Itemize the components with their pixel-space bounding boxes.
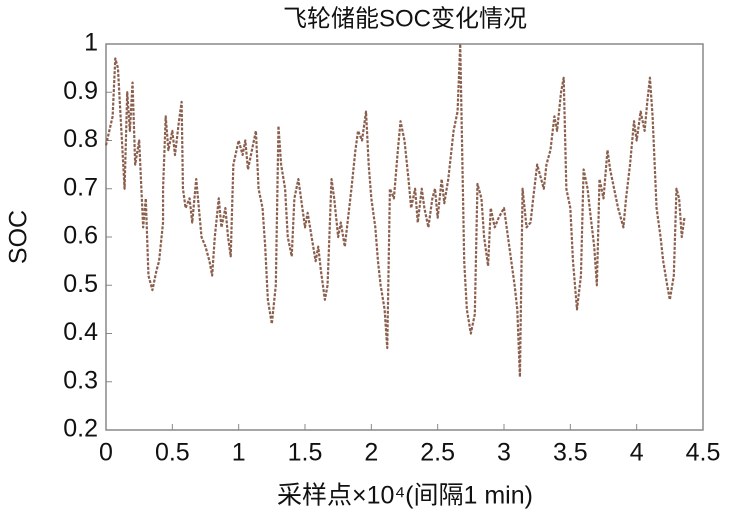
- y-axis-label: SOC: [5, 210, 33, 264]
- x-tick-label: 0: [99, 439, 113, 467]
- x-tick-label: 3.5: [553, 439, 588, 467]
- y-tick-label: 0.8: [63, 125, 98, 153]
- x-tick-label: 0.5: [155, 439, 190, 467]
- y-tick-label: 0.6: [63, 222, 98, 250]
- x-tick-label: 2: [364, 439, 378, 467]
- x-tick-label: 4.5: [686, 439, 721, 467]
- x-tick-label: 3: [497, 439, 511, 467]
- x-tick-label: 2.5: [420, 439, 455, 467]
- series-line: [104, 42, 686, 379]
- chart-title: 飞轮储能SOC变化情况: [283, 5, 527, 32]
- y-tick-label: 1: [84, 29, 98, 57]
- y-tick-label: 0.5: [63, 270, 98, 298]
- y-tick-label: 0.4: [63, 318, 98, 346]
- x-tick-label: 4: [630, 439, 644, 467]
- y-tick-label: 0.7: [63, 173, 98, 201]
- plot-frame: [105, 43, 704, 431]
- x-tick-label: 1.5: [288, 439, 323, 467]
- y-tick-label: 0.9: [63, 77, 98, 105]
- y-tick-label: 0.3: [63, 366, 98, 394]
- x-tick-label: 1: [232, 439, 246, 467]
- y-tick-label: 0.2: [63, 415, 98, 443]
- x-axis-label: 采样点×10⁴(间隔1 min): [277, 482, 533, 510]
